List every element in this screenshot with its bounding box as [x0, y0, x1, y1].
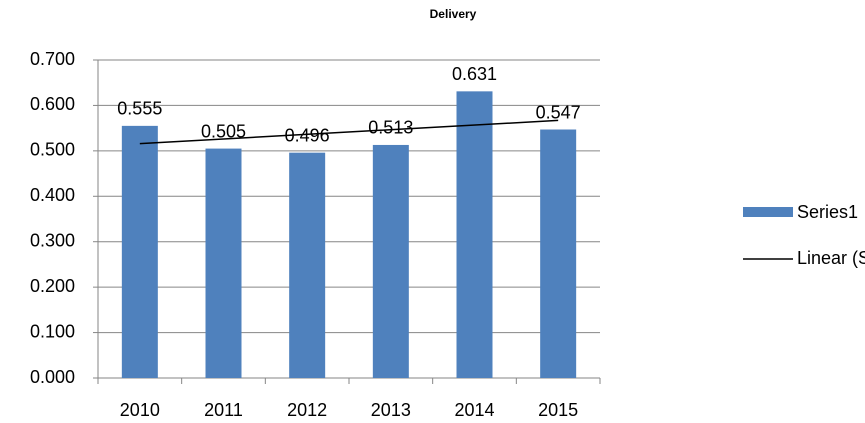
y-tick-label: 0.700 [30, 49, 75, 69]
legend-label: Linear (Series1) [797, 248, 865, 268]
data-label: 0.505 [201, 121, 246, 141]
y-tick-label: 0.300 [30, 230, 75, 250]
trendline [139, 119, 559, 145]
x-tick-label: 2011 [204, 400, 243, 420]
y-tick-label: 0.400 [30, 185, 75, 205]
x-tick-label: 2013 [371, 400, 411, 420]
data-label: 0.547 [536, 102, 581, 122]
data-label: 0.513 [368, 118, 413, 138]
x-tick-label: 2010 [120, 400, 160, 420]
bar [289, 152, 326, 378]
data-label: 0.496 [285, 125, 330, 145]
y-tick-label: 0.000 [30, 367, 75, 387]
x-tick-label: 2015 [538, 400, 578, 420]
legend-swatch [743, 207, 793, 217]
x-tick-label: 2014 [454, 400, 494, 420]
y-tick-label: 0.200 [30, 276, 75, 296]
data-label: 0.631 [452, 64, 497, 84]
bar [205, 148, 242, 378]
bar [372, 144, 409, 378]
chart-title: Delivery [430, 7, 477, 21]
legend-label: Series1 [797, 202, 858, 222]
bar [456, 91, 493, 379]
data-label: 0.555 [117, 99, 162, 119]
bar [121, 125, 158, 378]
y-tick-label: 0.500 [30, 140, 75, 160]
x-tick-label: 2012 [287, 400, 327, 420]
y-tick-label: 0.100 [30, 321, 75, 341]
y-tick-label: 0.600 [30, 94, 75, 114]
bar [540, 129, 577, 378]
